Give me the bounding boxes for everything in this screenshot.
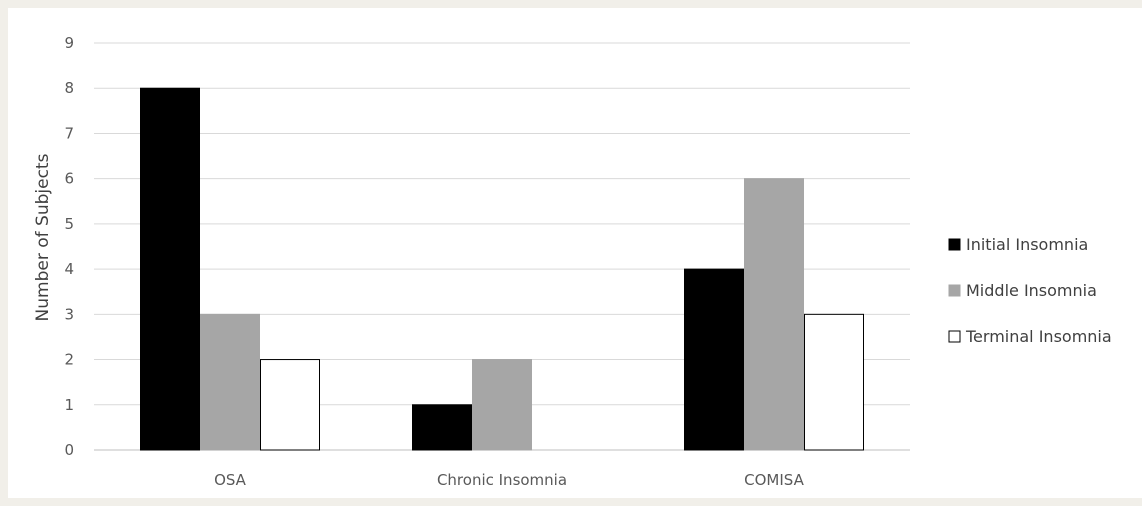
bar-initial-insomnia-comisa [684,268,744,451]
legend-label: Middle Insomnia [966,281,1097,300]
bar-terminal-insomnia-osa [260,359,320,451]
legend-swatch [948,330,961,343]
y-tick-label: 6 [64,170,74,188]
bar-initial-insomnia-osa [140,87,200,451]
x-axis-ticks: OSA Chronic Insomnia COMISA [214,471,805,489]
y-tick-label: 4 [64,260,74,278]
y-tick-label: 9 [64,34,74,52]
legend-label: Initial Insomnia [966,235,1088,254]
y-tick-label: 8 [64,79,74,97]
bars [140,87,864,451]
y-tick-label: 1 [64,396,74,414]
legend-label: Terminal Insomnia [965,327,1112,346]
y-tick-label: 0 [64,441,74,459]
x-tick-label: OSA [214,471,247,489]
y-axis-title: Number of Subjects [33,153,53,321]
bar-terminal-insomnia-comisa [804,313,864,451]
legend: Initial Insomnia Middle Insomnia Terminal … [948,235,1112,346]
x-tick-label: Chronic Insomnia [437,471,567,489]
legend-swatch [948,238,961,251]
bar-initial-insomnia-chronic-insomnia [412,404,472,451]
y-tick-label: 2 [64,351,74,369]
y-tick-label: 5 [64,215,74,233]
legend-swatch [948,284,961,297]
y-tick-label: 7 [64,124,74,142]
y-axis-ticks: 0 1 2 3 4 5 6 7 8 9 [64,34,74,459]
chart-frame: 0 1 2 3 4 5 6 7 8 9 OSA Chronic Insomnia COMISA Num… [8,8,1142,498]
bar-middle-insomnia-osa [200,313,260,451]
bar-middle-insomnia-comisa [744,178,804,451]
y-tick-label: 3 [64,305,74,323]
bar-chart: 0 1 2 3 4 5 6 7 8 9 OSA Chronic Insomnia COMISA Num… [33,34,1112,489]
x-tick-label: COMISA [744,471,804,489]
bar-middle-insomnia-chronic-insomnia [472,359,532,451]
